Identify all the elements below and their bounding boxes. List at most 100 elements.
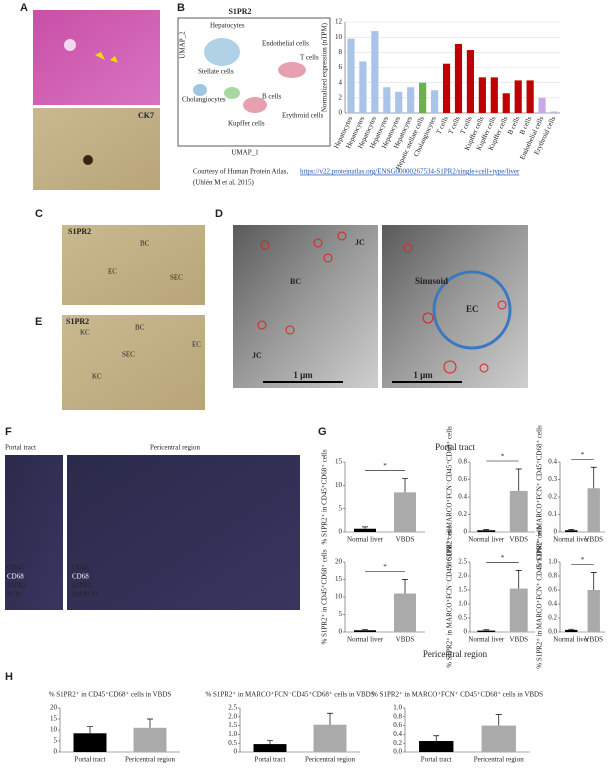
y-axis-label: % S1PR2⁺ in CD45⁺CD68⁺ cells — [321, 449, 329, 544]
y-tick-label: 5 — [339, 504, 343, 512]
y-tick-label: 0.4 — [548, 458, 557, 466]
x-tick-label: Normal liver — [347, 536, 384, 544]
courtesy: Courtesy of Human Protein Atlas, — [193, 168, 288, 176]
umap-label: B cells — [262, 93, 282, 101]
x-tick-label: Portal tract — [421, 756, 452, 764]
bar — [565, 530, 578, 532]
umap-label: Kupffer cells — [228, 120, 265, 128]
bar — [347, 38, 355, 113]
y-tick-label: 0 — [464, 528, 468, 536]
image-title: Pericentral region — [150, 444, 200, 452]
y-tick-label: 0 — [339, 109, 343, 117]
error-bar — [568, 529, 575, 531]
legend-entry: CD68 — [7, 573, 24, 581]
y-tick-label: 6 — [339, 63, 343, 71]
y-tick-label: 0.2 — [458, 510, 467, 518]
error-bar — [362, 526, 368, 529]
x-tick-label: VBDS — [584, 536, 603, 544]
y-axis-label: % S1PR2⁺ in MARCO⁺FCN⁻CD45⁺CD68⁺ cells — [446, 426, 454, 568]
y-axis-label: % S1PR2⁺ in MARCO⁺FCN⁺ CD45⁺CD68⁺ cells — [536, 425, 544, 569]
panel-letter: C — [35, 208, 43, 220]
y-tick-label: 5 — [339, 610, 343, 618]
bar — [538, 97, 546, 113]
bar — [509, 490, 528, 532]
bar — [481, 725, 516, 752]
ihc-image — [62, 225, 205, 305]
bar — [490, 77, 498, 113]
bar — [394, 593, 416, 632]
y-tick-label: 20 — [335, 558, 343, 566]
y-tick-label: 0.4 — [393, 730, 402, 738]
bar — [354, 630, 376, 632]
y-tick-label: 0.4 — [548, 600, 557, 608]
cluster — [278, 62, 306, 78]
error-bar — [495, 714, 502, 726]
y-tick-label: 1.0 — [458, 600, 467, 608]
umap-title: S1PR2 — [228, 7, 251, 16]
link-text[interactable]: https://v22.proteinatlas.org/ENSG0000026… — [300, 168, 520, 176]
y-tick-label: 0 — [554, 528, 558, 536]
y-tick-label: 4 — [339, 78, 343, 86]
citation: (Uhlén M et al, 2015) — [193, 179, 255, 187]
y-tick-label: 0.8 — [393, 712, 402, 720]
bar — [477, 530, 496, 532]
bar — [502, 93, 510, 113]
y-tick-label: 2.5 — [228, 704, 237, 712]
y-tick-label: 0.6 — [548, 586, 557, 594]
image-label: EC — [108, 268, 117, 276]
x-tick-label: VBDS — [509, 636, 528, 644]
image-label: Sinusoid — [415, 276, 448, 286]
ck7-image — [33, 108, 160, 190]
y-tick-label: 0.5 — [228, 739, 237, 747]
panel-letter: E — [35, 316, 42, 328]
he-image — [33, 10, 160, 105]
bar — [509, 588, 528, 632]
annotation: * — [383, 462, 387, 470]
x-tick-label: VBDS — [509, 536, 528, 544]
error-bar — [590, 572, 597, 590]
error-bar — [147, 718, 153, 728]
x-tick-label: Normal liver — [347, 636, 384, 644]
cluster — [204, 38, 240, 66]
error-bar — [433, 735, 440, 741]
legend-entry: CD45 — [72, 564, 89, 572]
y-tick-label: 0.2 — [393, 739, 402, 747]
umap-axis-label: UMAP_2 — [179, 31, 187, 59]
bar — [419, 741, 454, 752]
link[interactable]: https://v22.proteinatlas.org/ENSG0000026… — [300, 168, 520, 176]
bar — [478, 77, 486, 113]
image-label: EC — [192, 341, 201, 349]
bar — [253, 744, 287, 752]
y-tick-label: 2.0 — [458, 572, 467, 580]
image-title: Portal tract — [5, 444, 36, 452]
bar — [395, 91, 403, 113]
annotation: * — [501, 453, 505, 461]
umap-label: T cells — [300, 54, 319, 62]
panel-letter: F — [5, 426, 12, 438]
error-bar — [515, 570, 522, 589]
bar — [394, 492, 416, 532]
annotation: * — [383, 563, 387, 571]
arrow — [95, 52, 118, 63]
y-tick-label: 20 — [50, 704, 58, 712]
y-tick-label: 8 — [339, 48, 343, 56]
legend-entry: MARCO — [72, 591, 98, 599]
x-tick-label: Pericentral region — [125, 756, 175, 764]
y-tick-label: 1.5 — [228, 721, 237, 729]
vessel — [64, 39, 76, 51]
sinusoid-outline — [432, 270, 512, 350]
ihc-image — [62, 315, 205, 410]
image-label: KC — [92, 373, 102, 381]
image-label: CK7 — [138, 111, 154, 120]
panel-letter: D — [215, 208, 223, 220]
x-tick-label: VBDS — [584, 636, 603, 644]
bar — [442, 63, 451, 113]
error-bar — [515, 468, 522, 491]
bar — [587, 590, 600, 632]
bar — [587, 488, 600, 532]
bar — [359, 61, 367, 113]
stain — [83, 155, 93, 165]
y-tick-label: 2 — [339, 93, 343, 101]
error-bar — [402, 579, 408, 594]
bar — [133, 727, 167, 752]
